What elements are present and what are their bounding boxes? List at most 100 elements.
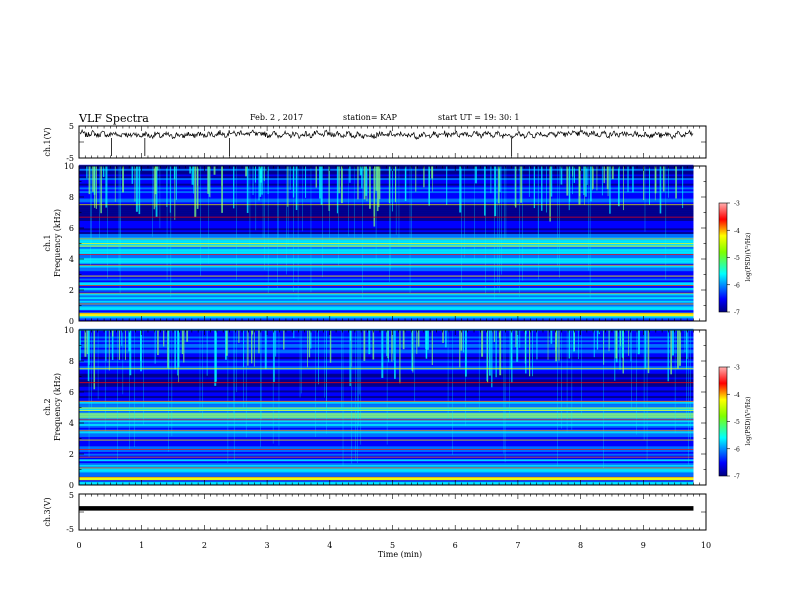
- spectrogram-row: [79, 427, 694, 430]
- sferic-streak: [193, 166, 195, 194]
- sferic-streak: [520, 166, 523, 203]
- spectrogram-row: [79, 364, 694, 367]
- ch2-spectrogram-image: [79, 328, 694, 486]
- sferic-streak: [391, 330, 393, 354]
- ch2-freq-axis-label-line2: Frequency (kHz): [53, 373, 62, 441]
- sferic-streak: [390, 166, 391, 270]
- sferic-streak: [395, 166, 396, 202]
- spectrogram-row: [79, 436, 694, 439]
- spectrogram-row: [79, 252, 694, 255]
- colorbar-tick-label: -5: [734, 419, 740, 426]
- spectrogram-row: [79, 278, 694, 281]
- sferic-streak: [272, 330, 274, 444]
- sferic-streak: [452, 330, 454, 455]
- freq-tick-label: 10: [64, 162, 74, 171]
- sferic-streak: [538, 166, 539, 280]
- freq-tick-label: 2: [69, 450, 74, 459]
- spectrogram-row: [79, 475, 694, 478]
- sferic-streak: [226, 330, 228, 356]
- time-tick-label: 0: [76, 541, 81, 550]
- sferic-streak: [305, 166, 307, 198]
- sferic-streak: [233, 330, 235, 415]
- sferic-streak: [485, 166, 486, 295]
- sferic-streak: [94, 166, 96, 208]
- sferic-streak: [515, 166, 517, 208]
- sferic-streak: [486, 330, 489, 383]
- sferic-streak: [154, 330, 156, 364]
- spectrogram-row: [79, 172, 694, 175]
- spectrogram-row: [79, 188, 694, 192]
- spectrogram-row: [79, 466, 694, 469]
- sferic-streak: [446, 166, 448, 206]
- sferic-streak: [686, 330, 688, 359]
- time-tick-label: 4: [327, 541, 332, 550]
- spectrogram-row: [79, 455, 694, 458]
- sferic-streak: [196, 166, 199, 209]
- time-tick-label: 5: [390, 541, 395, 550]
- spectrogram-row: [79, 315, 694, 318]
- sferic-streak: [428, 166, 430, 206]
- ch2-colorbar-label: log(PSD)(V2/Hz): [744, 397, 752, 446]
- sferic-streak: [619, 330, 621, 370]
- spectrogram-row: [79, 360, 694, 363]
- spectrogram-row: [79, 237, 694, 240]
- sferic-streak: [319, 166, 321, 199]
- sferic-streak: [143, 330, 144, 425]
- time-tick-label: 8: [578, 541, 583, 550]
- sferic-streak: [189, 166, 191, 174]
- sferic-streak: [574, 330, 575, 351]
- sferic-streak: [388, 330, 390, 363]
- sferic-streak: [118, 330, 121, 360]
- sferic-streak: [674, 330, 676, 433]
- sferic-streak: [627, 166, 629, 193]
- ch2-freq-tick-labels: 0 2 4 6 8 10: [64, 326, 706, 490]
- sferic-streak: [238, 330, 240, 343]
- sferic-streak: [481, 330, 484, 357]
- spectrogram-row: [79, 449, 694, 452]
- ch1-spectrogram-image: [79, 164, 694, 322]
- sferic-streak: [431, 330, 433, 365]
- spectrogram-row: [79, 200, 694, 203]
- sferic-streak: [572, 166, 573, 195]
- spectrogram-row: [79, 244, 694, 247]
- sferic-streak: [459, 330, 461, 368]
- spectrogram-row: [79, 281, 694, 285]
- sferic-streak: [573, 166, 575, 183]
- sferic-streak: [648, 166, 650, 205]
- spectrogram-row: [79, 175, 694, 179]
- sferic-streak: [251, 330, 253, 364]
- spectrogram-row: [79, 423, 694, 426]
- sferic-streak: [360, 330, 362, 445]
- spectrogram-row: [79, 257, 694, 261]
- date-label: Feb. 2 , 2017: [250, 113, 304, 122]
- sferic-streak: [498, 330, 501, 339]
- sferic-streak: [349, 330, 351, 387]
- sferic-streak: [97, 330, 99, 400]
- time-tick-label: 3: [265, 541, 270, 550]
- sferic-streak: [253, 330, 255, 367]
- sferic-streak: [494, 166, 495, 300]
- sferic-streak: [273, 330, 275, 382]
- ch2-spectrogram-ticks: [78, 330, 707, 485]
- sferic-streak: [86, 166, 88, 179]
- sferic-streak: [672, 330, 674, 356]
- ch1-freq-tick-labels: 0 2 4 6 8 10: [64, 162, 706, 326]
- sferic-streak: [88, 330, 90, 458]
- sferic-streak: [152, 166, 153, 237]
- sferic-streak: [349, 166, 351, 183]
- ch3-ytick-top: 5: [69, 491, 74, 500]
- sferic-streak: [494, 166, 497, 217]
- sferic-streak: [593, 330, 595, 358]
- sferic-streak: [519, 166, 520, 297]
- ch3-ylabel: ch.3(V): [43, 497, 52, 526]
- freq-tick-label: 0: [69, 317, 74, 326]
- sferic-streak: [157, 166, 159, 171]
- spectrogram-row: [79, 393, 694, 397]
- freq-tick-label: 4: [69, 255, 74, 264]
- spectrogram-row: [79, 403, 694, 406]
- sferic-streak: [99, 166, 100, 240]
- spectrogram-row: [79, 343, 694, 346]
- sferic-streak: [254, 166, 256, 183]
- sferic-streak: [442, 330, 444, 343]
